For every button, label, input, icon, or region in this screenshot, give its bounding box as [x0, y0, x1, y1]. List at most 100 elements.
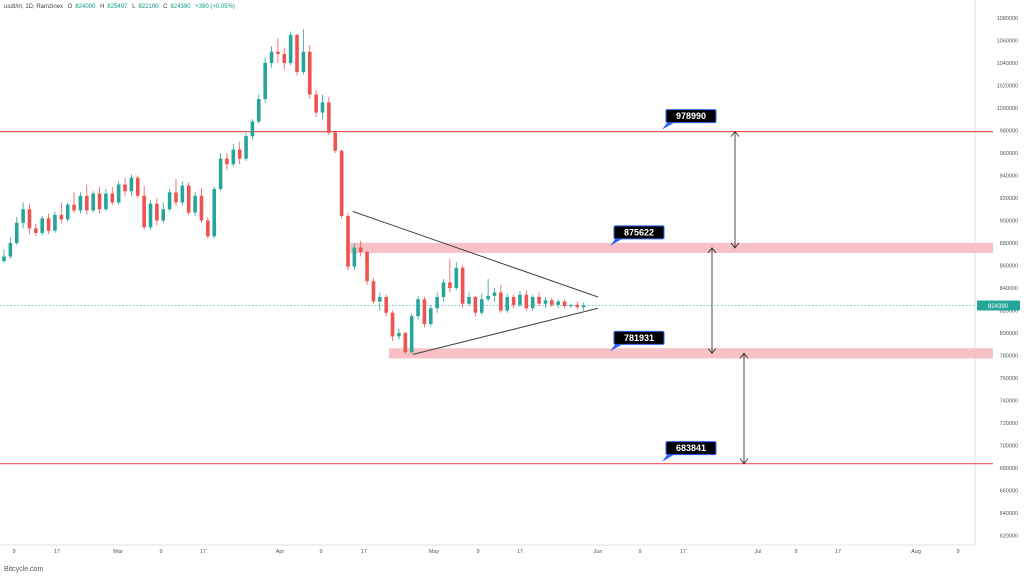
candle-body — [40, 218, 45, 233]
candle-body — [486, 295, 490, 300]
candle-body — [180, 185, 185, 203]
level-label-box — [665, 109, 717, 124]
candle-body — [237, 149, 242, 159]
level-label-box — [613, 330, 665, 345]
arrow-head-up — [739, 352, 749, 359]
candle-body — [85, 195, 89, 211]
candle-body — [148, 203, 153, 228]
candle-body — [499, 292, 503, 311]
arrow-head-up — [730, 130, 740, 137]
x-tick-label: 17 — [200, 549, 206, 555]
candle-body — [225, 158, 229, 165]
candle-body — [288, 34, 293, 63]
x-tick-label: 9 — [956, 549, 959, 555]
label-pointer — [662, 453, 676, 462]
lower-trendline — [412, 307, 599, 355]
candle-body — [511, 297, 516, 305]
candle-body — [581, 305, 586, 308]
candle-body — [206, 220, 210, 237]
y-tick-label: 680000 — [1000, 466, 1018, 472]
candle-body — [479, 299, 484, 313]
candle-body — [276, 51, 280, 54]
candle-body — [21, 209, 25, 223]
candle-body — [403, 333, 408, 353]
level-label-box — [665, 441, 717, 456]
candle-body — [46, 218, 51, 231]
candle-body — [244, 136, 248, 159]
candle-body — [416, 299, 420, 317]
candle-body — [250, 121, 255, 137]
x-tick-label: 9 — [794, 549, 797, 555]
candle-body — [53, 214, 57, 231]
level-label-text: 978990 — [676, 111, 706, 121]
candle-body — [575, 304, 580, 308]
candle-body — [212, 189, 217, 237]
x-tick-label: Jun — [594, 549, 603, 555]
x-tick-label: 9 — [476, 549, 479, 555]
y-tick-label: 1040000 — [997, 61, 1018, 67]
x-tick-label: 17 — [54, 549, 60, 555]
candle-body — [263, 63, 267, 99]
y-tick-label: 760000 — [1000, 376, 1018, 382]
x-tick-label: 9 — [319, 549, 322, 555]
x-tick-label: Mar — [113, 549, 123, 555]
candle-body — [320, 102, 325, 113]
level-label-text: 875622 — [624, 227, 654, 237]
candle-body — [562, 301, 567, 306]
candle-body — [543, 300, 548, 304]
x-tick-label: 9 — [638, 549, 641, 555]
candle-body — [435, 297, 439, 309]
upper-trendline — [352, 211, 599, 298]
candle-body — [65, 204, 70, 220]
candle-body — [78, 195, 83, 211]
y-tick-label: 800000 — [1000, 331, 1018, 337]
candle-body — [135, 177, 140, 196]
symbol-title: usdt/irr, 1D, Ramzinex — [4, 4, 64, 10]
y-tick-label: 1020000 — [997, 84, 1018, 90]
candle-body — [307, 51, 312, 95]
candle-body — [186, 185, 191, 213]
candle-body — [123, 184, 127, 192]
candle-body — [269, 51, 274, 63]
candle-body — [556, 301, 560, 305]
candle-body — [378, 297, 382, 302]
candle-body — [193, 195, 197, 213]
level-label-text: 683841 — [676, 443, 706, 453]
candle-body — [155, 203, 159, 221]
y-tick-label: 1080000 — [997, 16, 1018, 22]
open-value: 824000 — [75, 4, 96, 10]
candle-body — [8, 243, 13, 257]
label-pointer — [662, 121, 676, 130]
candle-body — [218, 158, 223, 189]
candle-body — [116, 184, 121, 203]
candle-body — [550, 300, 554, 305]
y-tick-label: 740000 — [1000, 399, 1018, 405]
candle-body — [282, 54, 287, 63]
footer-brand: Bitcycle.com — [4, 566, 44, 573]
y-tick-label: 700000 — [1000, 444, 1018, 450]
y-tick-label: 880000 — [1000, 241, 1018, 247]
candle-body — [422, 299, 427, 324]
support-zone — [350, 242, 993, 253]
last-price-tag — [977, 300, 1020, 311]
arrow-head-down — [707, 348, 717, 354]
y-tick-label: 960000 — [1000, 151, 1018, 157]
candle-body — [428, 308, 433, 324]
candle-body — [409, 316, 414, 353]
arrow-head-down — [739, 458, 749, 465]
y-tick-label: 640000 — [1000, 511, 1018, 517]
candle-body — [161, 209, 166, 221]
candle-body — [448, 282, 452, 288]
x-tick-label: May — [429, 549, 440, 555]
candle-body — [530, 297, 535, 309]
candle-body — [346, 216, 350, 267]
candle-body — [72, 204, 76, 211]
candle-body — [257, 99, 261, 122]
candle-body — [352, 247, 357, 267]
candle-body — [199, 195, 204, 221]
x-tick-label: 17 — [361, 549, 367, 555]
x-tick-label: Jul — [754, 549, 761, 555]
candle-body — [231, 149, 236, 165]
y-tick-label: 1060000 — [997, 39, 1018, 45]
